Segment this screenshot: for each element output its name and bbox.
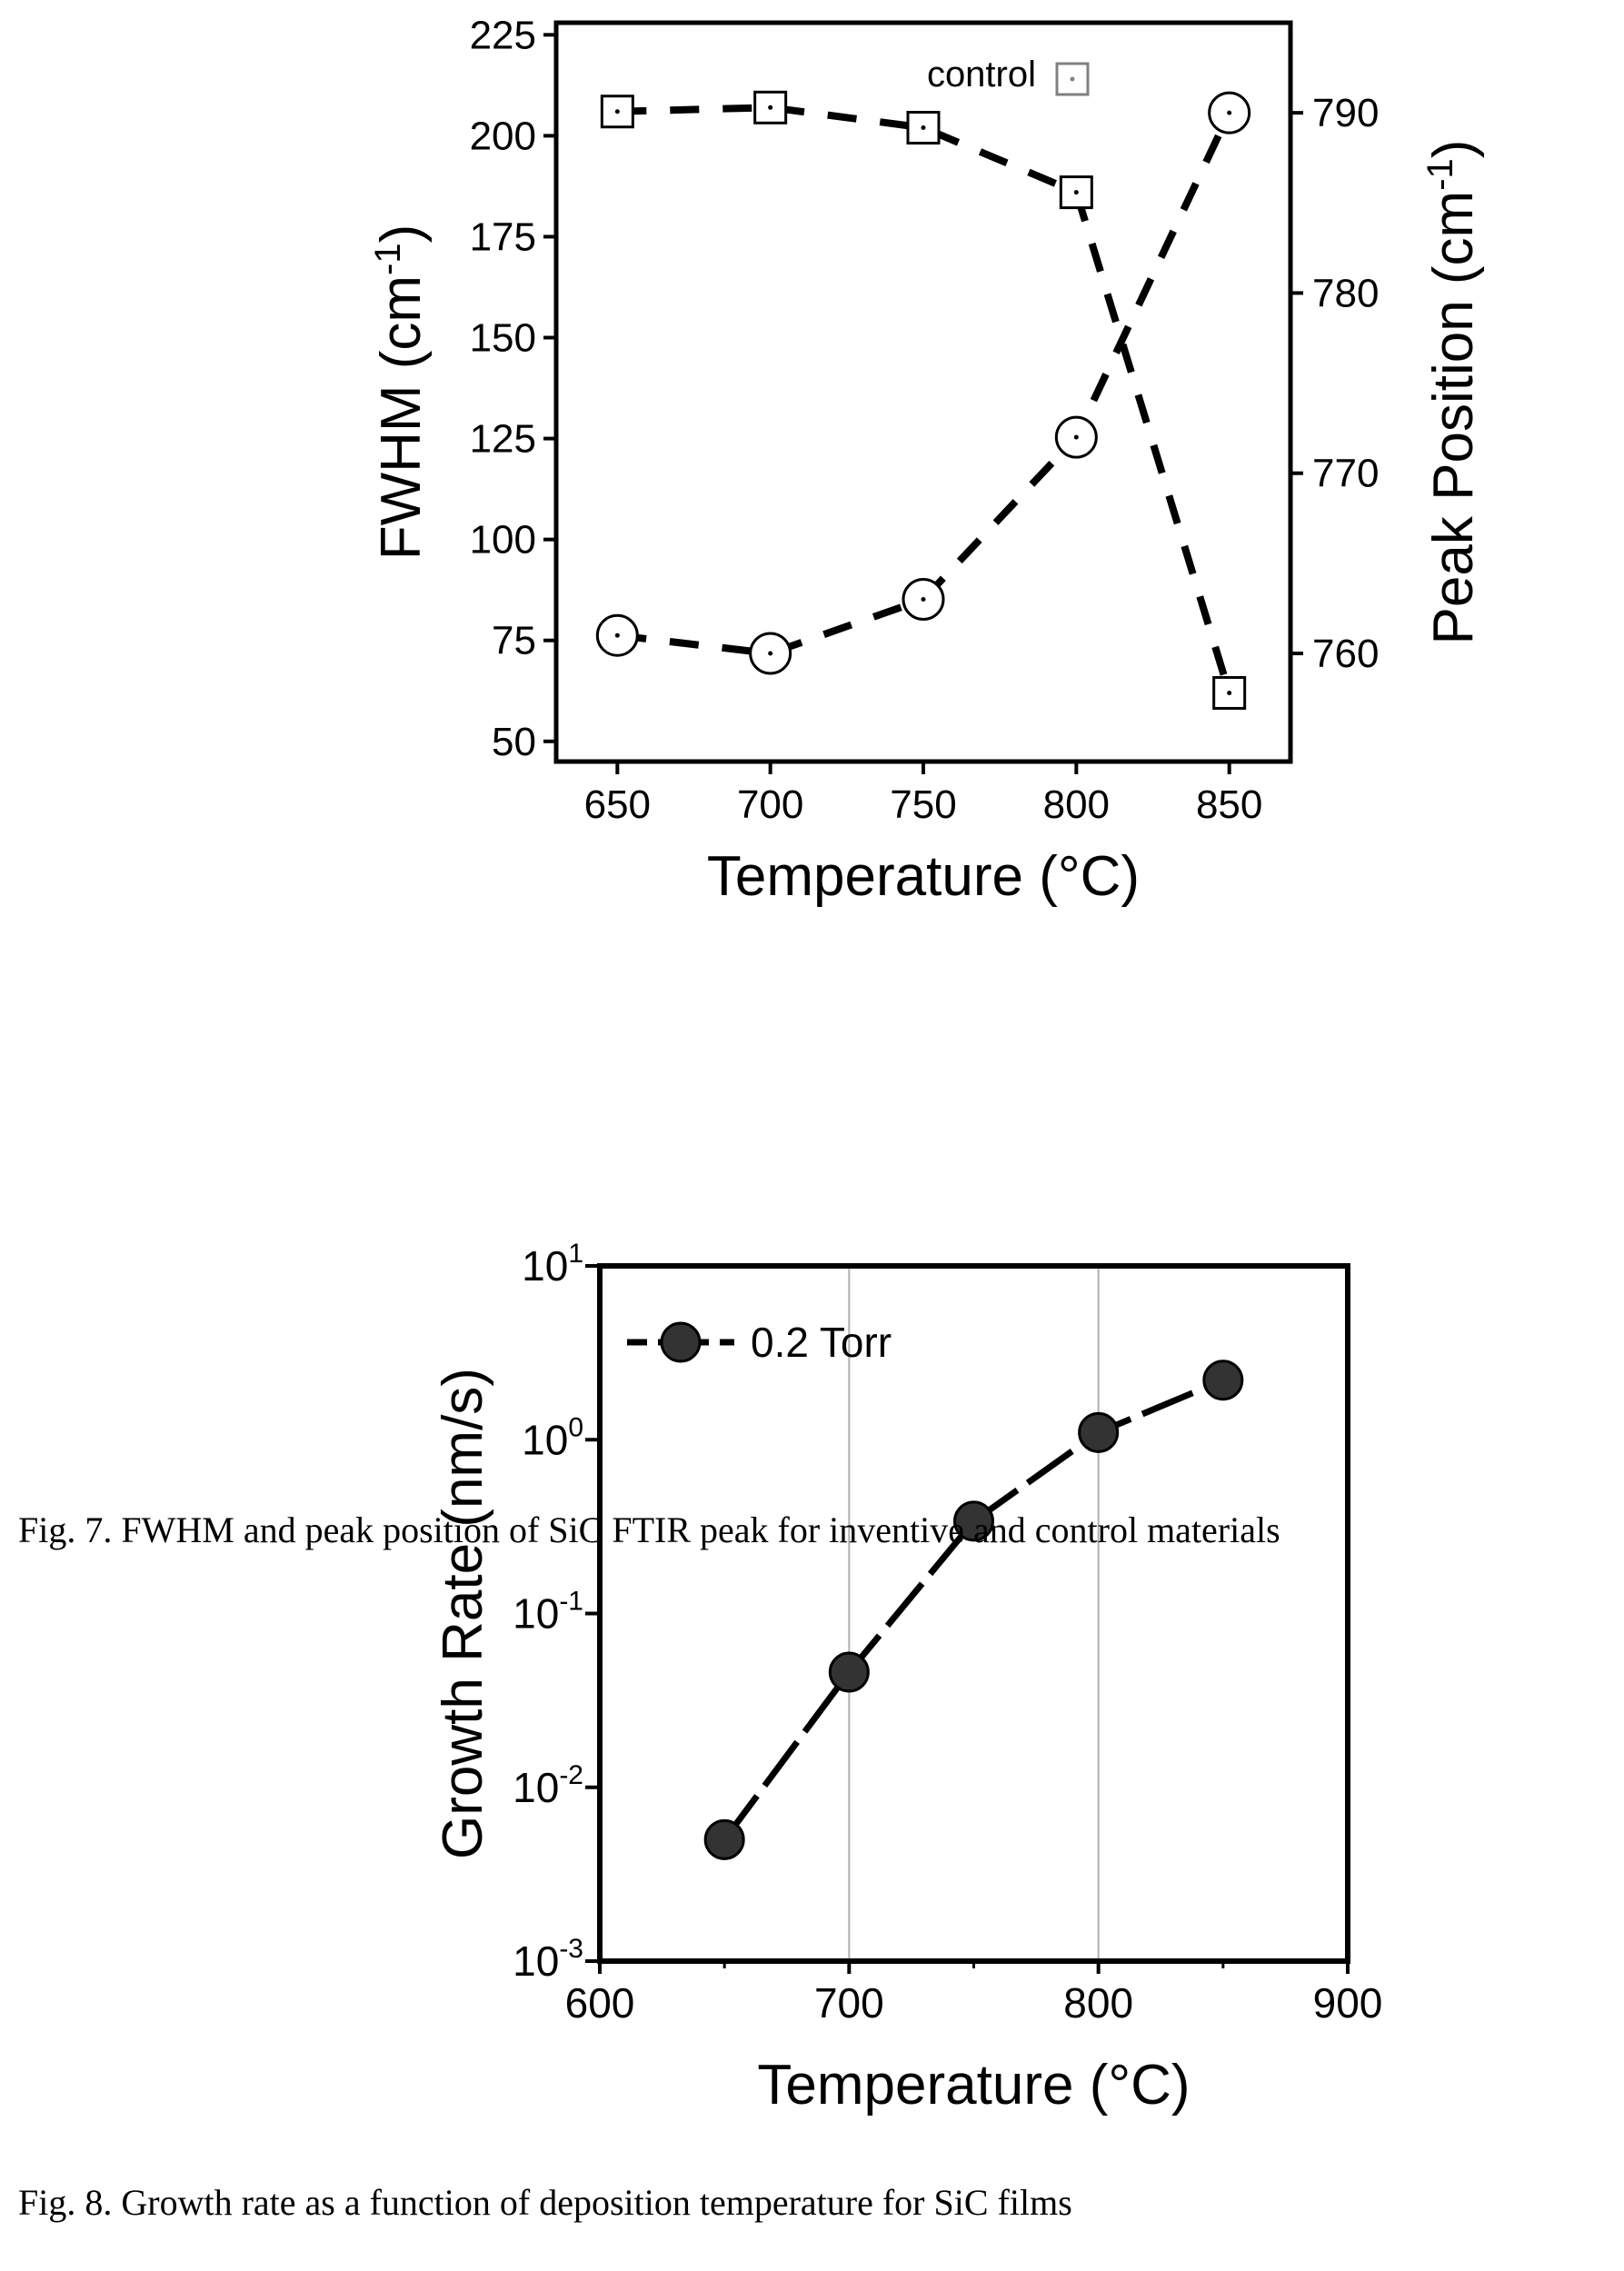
fig7-y2-tick-label: 760: [1312, 632, 1379, 676]
fig7-x-tick-label: 750: [890, 782, 956, 827]
fig7-series-1-line: [617, 104, 1233, 694]
fig7-y2-tick-label: 780: [1312, 271, 1379, 315]
fig7-marker-dot: [614, 109, 620, 115]
fig8-y-tick-label: 10-1: [513, 1587, 583, 1638]
fig8-data-point: [953, 1500, 994, 1542]
fig8-y-tick-label: 10-3: [513, 1934, 583, 1985]
fig7-y-tick-label: 75: [492, 619, 536, 663]
fig8-data-point: [828, 1651, 870, 1693]
fig8-chart: 600 700 800 900 101 100 10-1 10-2 10-3 Temperatur…: [432, 1239, 1382, 2117]
fig7-x-axis-label: Temperature (°C): [707, 845, 1140, 908]
fig7-y-tick-label: 150: [470, 316, 536, 361]
fig8-x-tick-label: 700: [814, 1979, 884, 2027]
fig8-x-tick-label: 600: [565, 1979, 635, 2027]
fig7-y2-axis-label: Peak Position (cm-1): [1420, 140, 1485, 645]
fig7-y-tick-label: 200: [470, 114, 536, 158]
fig8-data-point: [1078, 1411, 1120, 1453]
fig7-y2-tick-label: 790: [1312, 91, 1379, 135]
fig7-marker-dot: [921, 125, 926, 131]
fig8-x-tick-label: 900: [1313, 1979, 1383, 2027]
fig7-legend-label: control: [927, 55, 1036, 95]
fig7-marker-dot: [768, 651, 773, 656]
fig7-y-axis-label: FWHM (cm-1): [368, 224, 433, 561]
fig8-caption: Fig. 8. Growth rate as a function of dep…: [18, 2182, 1072, 2223]
fig7-marker-dot: [1227, 690, 1232, 695]
fig7-marker-dot: [1073, 434, 1079, 440]
fig7-x-tick-label: 700: [737, 782, 803, 827]
fig7-caption: Fig. 7. FWHM and peak position of SiC FT…: [18, 1509, 1280, 1550]
fig7-x-tick-label: 850: [1196, 782, 1262, 827]
fig7-y-tick-label: 175: [470, 214, 536, 259]
fig7-marker-dot: [1227, 110, 1232, 115]
fig8-data-point: [703, 1818, 745, 1860]
fig7-legend-marker-dot: [1070, 76, 1075, 82]
fig7-y-tick-label: 125: [470, 417, 536, 462]
fig8-y-tick-label: 100: [522, 1412, 583, 1463]
fig7-chart: 650 700 750 800 850 50 75 100 125 150 175 200 225 760…: [368, 13, 1485, 908]
fig7-y2-tick-label: 770: [1312, 452, 1379, 496]
fig8-legend-marker: [660, 1321, 702, 1363]
fig8-legend-label: 0.2 Torr: [751, 1319, 892, 1366]
fig7-y-tick-label: 225: [470, 13, 536, 57]
fig8-y-axis-label: Growth Rate (nm/s): [432, 1368, 494, 1859]
fig7-x-tick-label: 650: [584, 782, 651, 827]
fig7-y-tick-label: 50: [492, 720, 536, 764]
fig7-x-tick-label: 800: [1043, 782, 1110, 827]
fig7-marker-dot: [921, 597, 926, 603]
fig7-y-tick-label: 100: [470, 518, 536, 563]
fig7-series-2-line: [616, 111, 1233, 658]
fig8-y-tick-label: 101: [522, 1239, 583, 1290]
fig7-marker-dot: [1073, 190, 1079, 195]
fig7-marker-dot: [614, 632, 620, 638]
fig7-marker-dot: [768, 105, 773, 110]
fig8-series-line: [722, 1377, 1225, 1842]
fig8-data-point: [1202, 1360, 1244, 1401]
fig8-x-axis-label: Temperature (°C): [757, 2054, 1190, 2117]
fig8-y-tick-label: 10-2: [513, 1760, 583, 1811]
fig8-x-tick-label: 800: [1063, 1979, 1133, 2027]
